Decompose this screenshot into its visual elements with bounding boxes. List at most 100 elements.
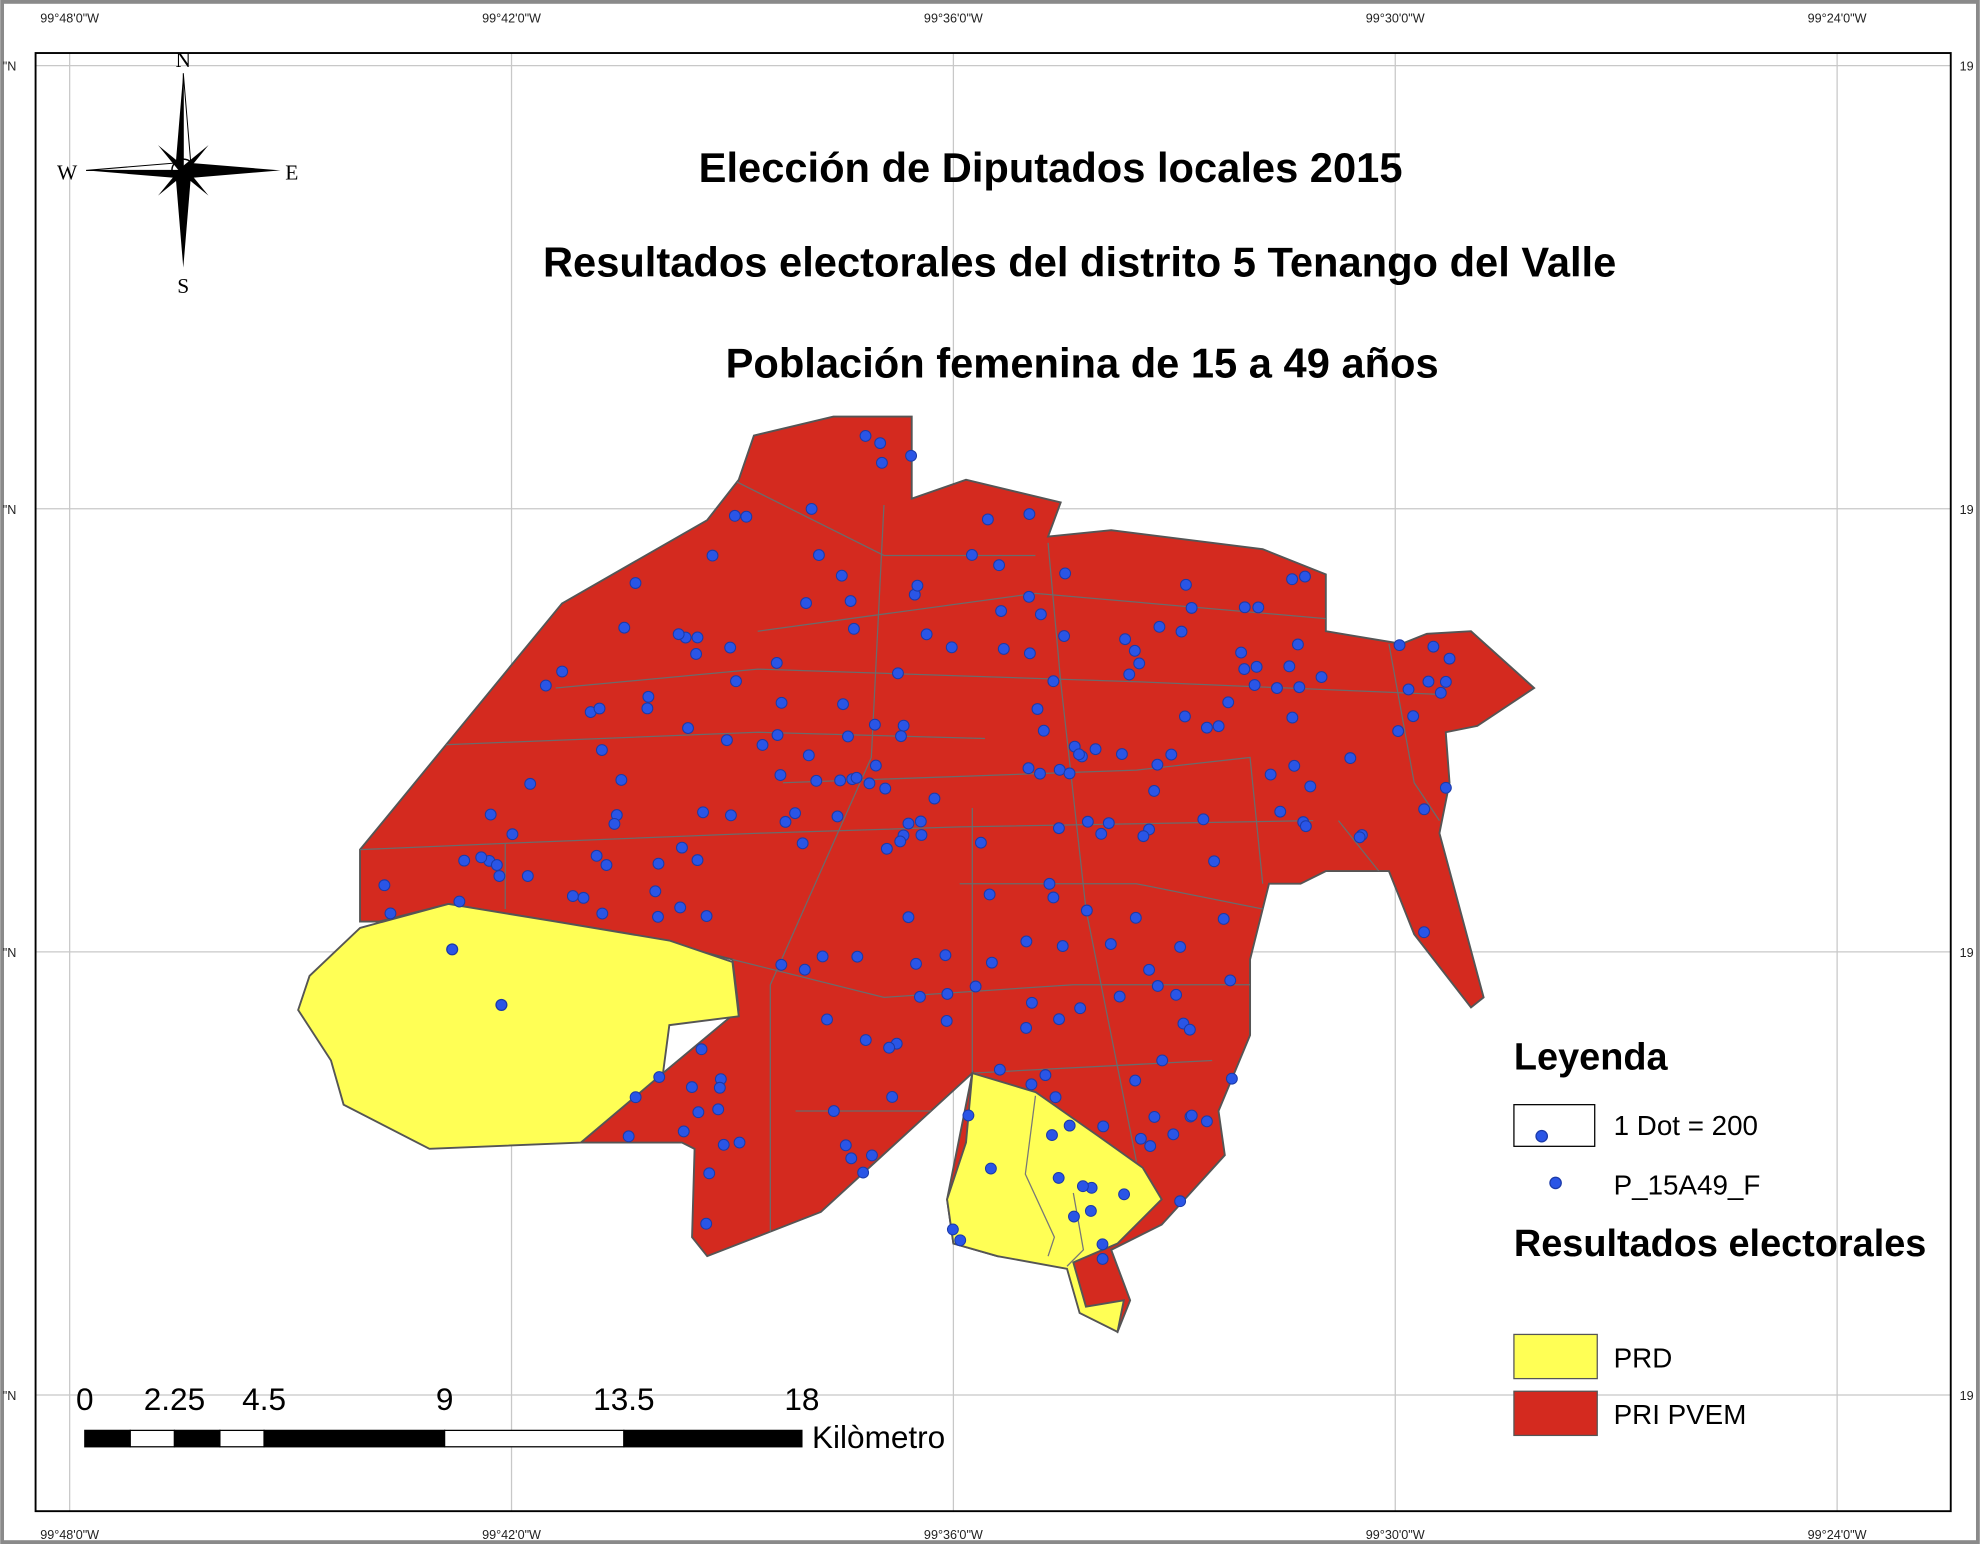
dot [1118,1188,1131,1201]
dot [1264,768,1277,781]
dot [1059,567,1072,580]
dot [895,730,907,743]
boundary [782,756,1264,884]
legend-swatch [1513,1333,1598,1380]
dot [493,870,506,882]
dot [1056,940,1069,953]
dot [682,722,694,734]
dot [1058,630,1071,642]
dot [974,836,987,849]
dot [1068,1210,1080,1223]
dot [1025,996,1038,1009]
dot [1291,638,1304,651]
dot [653,1071,666,1083]
dot [740,510,753,523]
dot [940,1015,953,1027]
dot [642,690,655,703]
dot [939,949,952,962]
dot [539,679,552,692]
dot [1315,671,1328,683]
dot [712,1103,725,1116]
dot [863,777,876,790]
dot [866,1149,878,1162]
dot [1225,1072,1238,1085]
dot [875,456,888,469]
scale-label: 0 [76,1381,94,1417]
dot-box-label: 1 Dot = 200 [1614,1110,1758,1141]
dot [453,895,466,908]
dot [1096,1238,1109,1251]
dot [1128,644,1141,657]
dot [713,1081,726,1094]
dot [1288,759,1301,772]
dot [1224,974,1237,987]
dot [845,1152,858,1165]
dot [566,890,579,903]
lon-label-bottom: 99°36'0"W [924,1528,983,1542]
dot [1023,590,1035,603]
scale-label: 4.5 [242,1381,286,1417]
dot [672,628,685,641]
dot [629,1091,642,1104]
dot [458,854,471,867]
dot [1185,601,1198,614]
graticule [35,53,1951,1512]
dot [1439,781,1452,794]
dot [954,1234,967,1247]
dot [1104,938,1117,951]
dot [834,774,847,787]
dot [1052,1171,1065,1184]
dot [1095,827,1108,840]
scale-label: 13.5 [593,1381,654,1417]
dot [692,1106,705,1119]
dot [691,631,704,644]
dot [966,549,978,561]
dot [1156,1054,1169,1067]
dot [946,1223,959,1236]
dot-symbol [1535,1129,1549,1143]
dot [728,509,741,522]
dot [677,1125,690,1138]
dot [1023,647,1036,660]
dot [1175,625,1188,638]
dot [842,730,854,743]
dot [600,859,613,871]
scale-segment [173,1429,221,1448]
lon-label-bottom: 99°42'0"W [482,1528,541,1542]
dot [774,769,787,781]
dot [685,1081,698,1094]
dot [1418,926,1430,939]
dot [446,943,459,956]
dot [622,1130,635,1143]
dot [859,429,872,442]
dot [844,595,857,607]
legend-label: PRI PVEM [1614,1399,1747,1430]
dot [1113,990,1126,1003]
scale-segment [129,1429,176,1448]
boundary [1388,643,1440,821]
dot [690,648,703,660]
dot [857,1166,870,1179]
dot [1208,855,1221,868]
boundary [769,504,885,1250]
dot [775,958,788,971]
dot [831,810,844,823]
dot [1119,633,1132,646]
dot [1031,703,1044,715]
dot [756,739,769,751]
dot [1271,682,1283,694]
lat-label-right: 19 [1960,503,1974,517]
dot [920,628,933,641]
dot [1353,831,1366,844]
scale-label: 9 [436,1381,454,1417]
dot [827,1105,840,1118]
dot [883,1041,896,1054]
dot [1286,573,1299,586]
dot [1200,721,1213,734]
dot [384,907,397,920]
dot [816,950,829,963]
dot [1129,911,1142,924]
dot [1212,720,1225,733]
dot [1427,640,1440,653]
dot [835,569,848,582]
